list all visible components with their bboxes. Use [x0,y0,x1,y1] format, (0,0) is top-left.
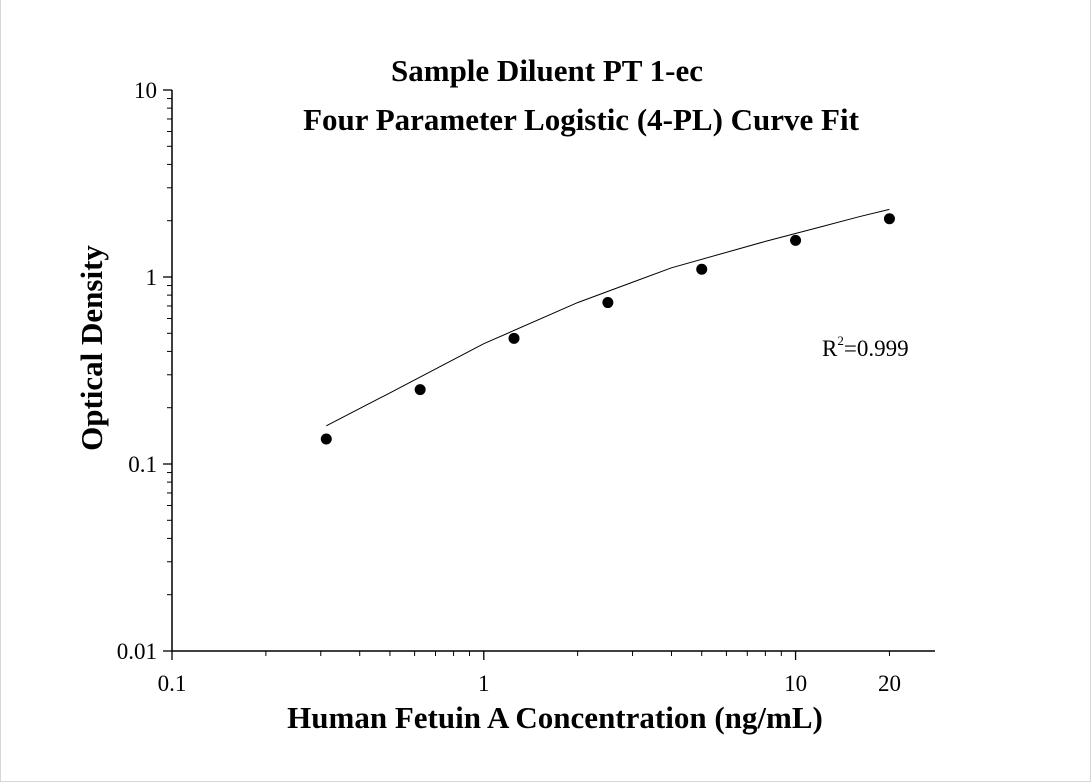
fit-curve-layer [326,208,890,427]
data-point [414,384,426,396]
y-tick-label: 1 [146,265,158,290]
r-squared-value: =0.999 [844,336,909,361]
y-axis-title: Optical Density [74,245,109,451]
r-squared-superscript: 2 [837,333,844,348]
y-tick-label: 10 [134,78,157,103]
r-squared-annotation: R2=0.999 [822,333,909,361]
x-tick-label: 1 [478,671,490,696]
data-point [696,263,708,275]
axes [171,90,935,652]
x-tick-label: 0.1 [158,671,187,696]
y-tick-label: 0.1 [128,452,157,477]
data-point [320,433,332,445]
y-tick-label: 0.01 [117,639,157,664]
x-tick-label: 20 [878,671,901,696]
y-axis-ticks: 0.01 0.1 1 10 [117,78,172,664]
data-point [790,234,802,246]
data-points [320,213,895,445]
fit-curve [326,208,890,427]
data-point [602,297,614,309]
data-point [883,213,895,225]
chart-subtitle: Four Parameter Logistic (4-PL) Curve Fit [303,102,860,137]
data-point [508,332,520,344]
r-squared-base: R [822,336,838,361]
chart-title: Sample Diluent PT 1-ec [391,53,703,88]
x-tick-label: 10 [784,671,807,696]
x-axis-ticks: 0.1 1 10 20 [158,651,901,696]
x-axis-title: Human Fetuin A Concentration (ng/mL) [287,700,823,735]
